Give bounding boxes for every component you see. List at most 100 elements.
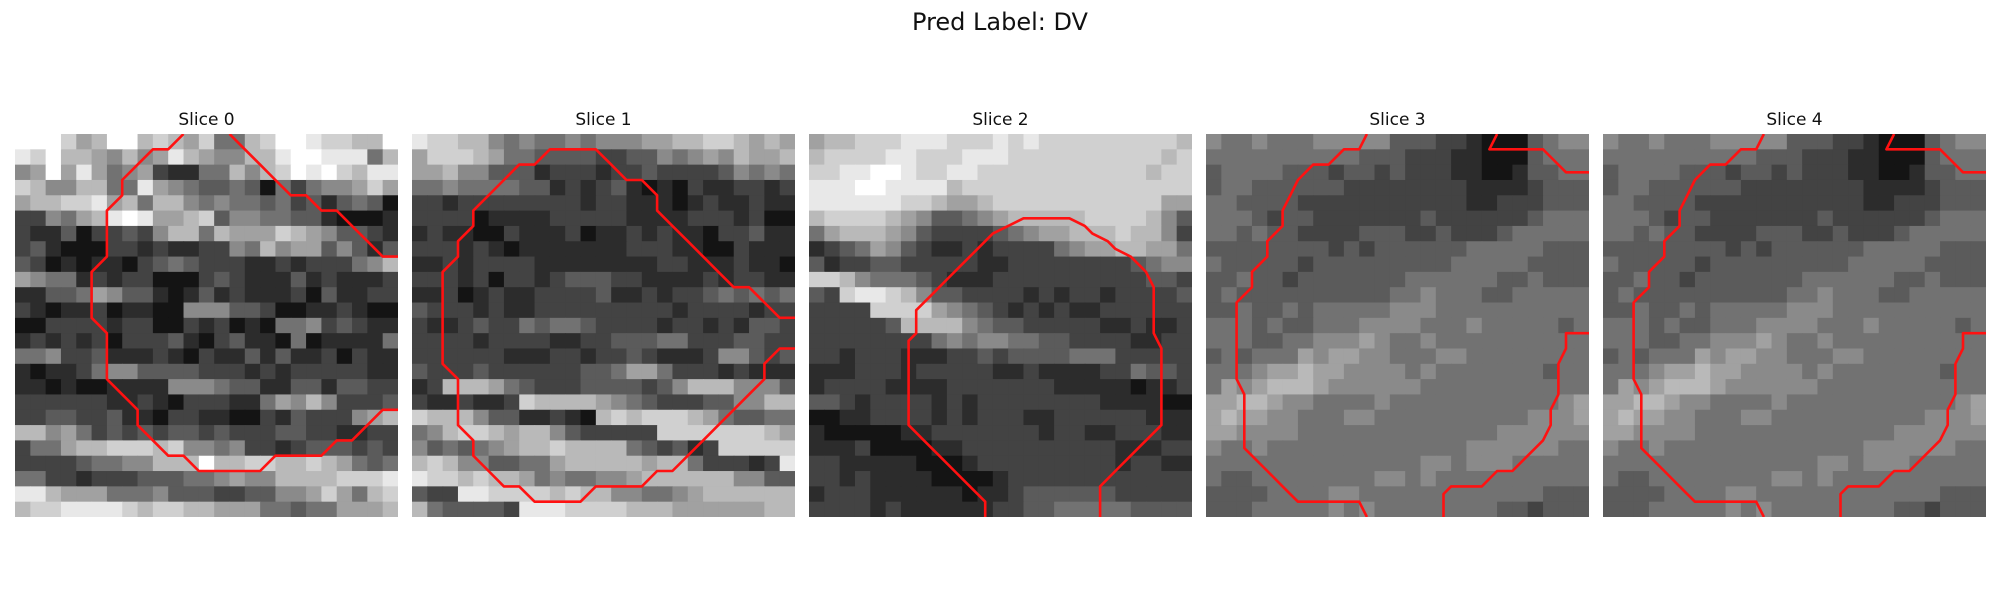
image-pixel: [1694, 455, 1711, 472]
image-pixel: [45, 225, 62, 242]
image-pixel: [1848, 256, 1865, 273]
image-pixel: [1802, 287, 1819, 304]
image-pixel: [1497, 333, 1513, 350]
image-pixel: [1267, 379, 1284, 396]
image-pixel: [1100, 210, 1116, 227]
image-pixel: [1771, 425, 1788, 441]
image-pixel: [1359, 379, 1376, 396]
image-pixel: [885, 455, 902, 472]
image-pixel: [1817, 225, 1834, 242]
image-pixel: [76, 455, 93, 472]
image-pixel: [703, 363, 719, 380]
image-pixel: [1802, 501, 1819, 517]
image-pixel: [1924, 348, 1941, 365]
slice-title: Slice 1: [575, 110, 632, 130]
image-pixel: [1771, 210, 1788, 227]
image-pixel: [137, 394, 154, 411]
image-pixel: [352, 501, 368, 517]
image-pixel: [733, 179, 750, 196]
image-pixel: [1633, 363, 1650, 380]
image-pixel: [352, 455, 368, 472]
image-pixel: [60, 149, 77, 166]
image-pixel: [198, 149, 215, 166]
image-pixel: [1527, 302, 1544, 319]
image-pixel: [718, 195, 735, 212]
image-pixel: [962, 394, 979, 411]
image-pixel: [1573, 210, 1589, 227]
image-pixel: [1466, 164, 1483, 181]
image-pixel: [1786, 501, 1803, 517]
image-pixel: [1940, 317, 1956, 334]
image-pixel: [595, 256, 612, 273]
image-pixel: [473, 317, 490, 334]
image-pixel: [1786, 409, 1803, 426]
image-pixel: [1054, 409, 1071, 426]
image-pixel: [1389, 501, 1406, 517]
image-pixel: [91, 195, 108, 212]
image-pixel: [519, 379, 536, 396]
image-pixel: [1084, 409, 1101, 426]
image-pixel: [962, 471, 979, 487]
image-pixel: [809, 333, 825, 350]
image-pixel: [1543, 440, 1559, 457]
image-pixel: [1023, 241, 1040, 258]
image-pixel: [549, 409, 566, 426]
image-pixel: [809, 455, 825, 472]
image-pixel: [1756, 363, 1773, 380]
image-pixel: [106, 455, 123, 472]
image-pixel: [1313, 256, 1330, 273]
image-pixel: [1282, 348, 1299, 365]
image-pixel: [76, 379, 93, 396]
image-pixel: [60, 486, 77, 503]
image-pixel: [352, 486, 368, 503]
image-pixel: [809, 149, 825, 166]
image-pixel: [885, 149, 902, 166]
image-pixel: [764, 134, 781, 150]
image-pixel: [580, 471, 597, 487]
image-pixel: [749, 210, 765, 227]
image-pixel: [473, 271, 490, 288]
image-pixel: [275, 287, 292, 304]
image-pixel: [1863, 486, 1880, 503]
image-pixel: [367, 394, 384, 411]
image-pixel: [641, 440, 658, 457]
image-pixel: [1221, 210, 1238, 227]
image-pixel: [839, 409, 856, 426]
image-pixel: [1236, 164, 1253, 181]
image-pixel: [336, 195, 353, 212]
image-pixel: [1633, 471, 1650, 487]
image-pixel: [900, 287, 917, 304]
image-pixel: [91, 486, 108, 503]
image-pixel: [718, 394, 735, 411]
image-pixel: [1802, 149, 1819, 166]
image-pixel: [1343, 317, 1360, 334]
image-pixel: [1359, 440, 1376, 457]
image-pixel: [321, 195, 338, 212]
image-pixel: [1558, 210, 1575, 227]
image-pixel: [1313, 225, 1330, 242]
image-pixel: [1497, 471, 1513, 487]
image-pixel: [1267, 455, 1284, 472]
image-pixel: [809, 379, 825, 396]
image-pixel: [1282, 440, 1299, 457]
image-pixel: [626, 225, 643, 242]
image-pixel: [718, 317, 735, 334]
image-pixel: [611, 379, 628, 396]
image-pixel: [1740, 210, 1757, 227]
image-pixel: [1618, 486, 1635, 503]
image-pixel: [1251, 409, 1268, 426]
image-pixel: [244, 195, 261, 212]
image-pixel: [1909, 256, 1926, 273]
image-pixel: [1115, 409, 1132, 426]
image-pixel: [1374, 225, 1391, 242]
image-pixel: [1832, 425, 1849, 441]
image-pixel: [1648, 363, 1665, 380]
image-pixel: [442, 425, 459, 441]
image-pixel: [1374, 210, 1391, 227]
image-pixel: [1069, 333, 1086, 350]
image-pixel: [1543, 379, 1559, 396]
image-pixel: [992, 501, 1009, 517]
image-pixel: [198, 179, 215, 196]
image-pixel: [1573, 317, 1589, 334]
image-pixel: [870, 455, 887, 472]
